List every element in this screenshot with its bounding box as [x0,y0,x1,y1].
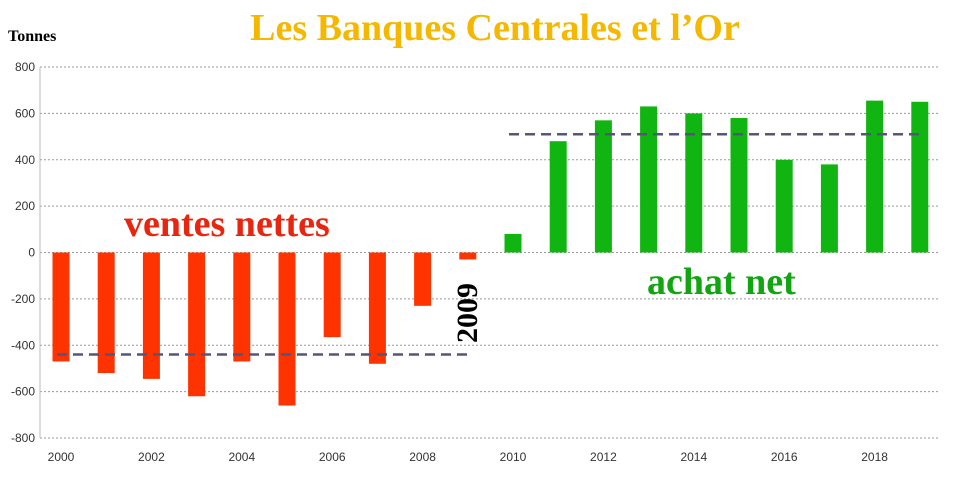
bar-2013 [640,106,658,253]
bar-2011 [549,141,567,253]
bar-2018 [866,100,884,253]
bar-2003 [188,252,206,397]
y-tick-label: 200 [15,199,35,213]
y-tick-label: -200 [11,292,35,306]
x-tick-label: 2002 [138,450,165,464]
bars [52,100,929,406]
bar-2016 [775,159,793,253]
x-tick-label: 2014 [680,450,707,464]
y-tick-label: 800 [15,60,35,74]
bar-2002 [142,252,160,379]
bar-2010 [504,233,522,253]
bar-2006 [323,252,341,338]
bar-2001 [97,252,115,374]
bar-2005 [278,252,296,406]
year-2009-annotation: 2009 [451,283,484,343]
bar-2019 [911,101,929,253]
average-lines [57,132,922,356]
grid [39,66,940,439]
x-tick-label: 2006 [319,450,346,464]
bar-2000 [52,252,70,362]
bar-2008 [414,252,432,306]
x-tick-label: 2012 [590,450,617,464]
bar-2017 [820,164,838,253]
x-axis: 2000 2002 2004 2006 2008 2010 2012 2014 2016 2018 [48,450,889,464]
x-tick-label: 2008 [409,450,436,464]
bar-2014 [685,113,703,253]
x-tick-label: 2004 [228,450,255,464]
x-tick-label: 2000 [48,450,75,464]
bar-2004 [233,252,251,362]
chart-title: Les Banques Centrales et l’Or [250,7,740,49]
y-tick-label: -400 [11,338,35,352]
x-tick-label: 2016 [771,450,798,464]
x-tick-label: 2018 [861,450,888,464]
bar-2007 [368,252,386,364]
buy-annotation: achat net [647,261,796,303]
y-axis: 800 600 400 200 0 -200 -400 -600 -800 [11,60,35,445]
y-tick-label: 600 [15,106,35,120]
y-tick-label: -800 [11,431,35,445]
y-axis-label: Tonnes [8,28,56,45]
x-tick-label: 2010 [500,450,527,464]
y-tick-label: 0 [28,246,35,260]
bar-2009 [459,252,477,260]
sales-annotation: ventes nettes [124,203,330,245]
y-tick-label: -600 [11,385,35,399]
bar-2012 [594,120,612,253]
y-tick-label: 400 [15,153,35,167]
bar-2015 [730,118,748,253]
